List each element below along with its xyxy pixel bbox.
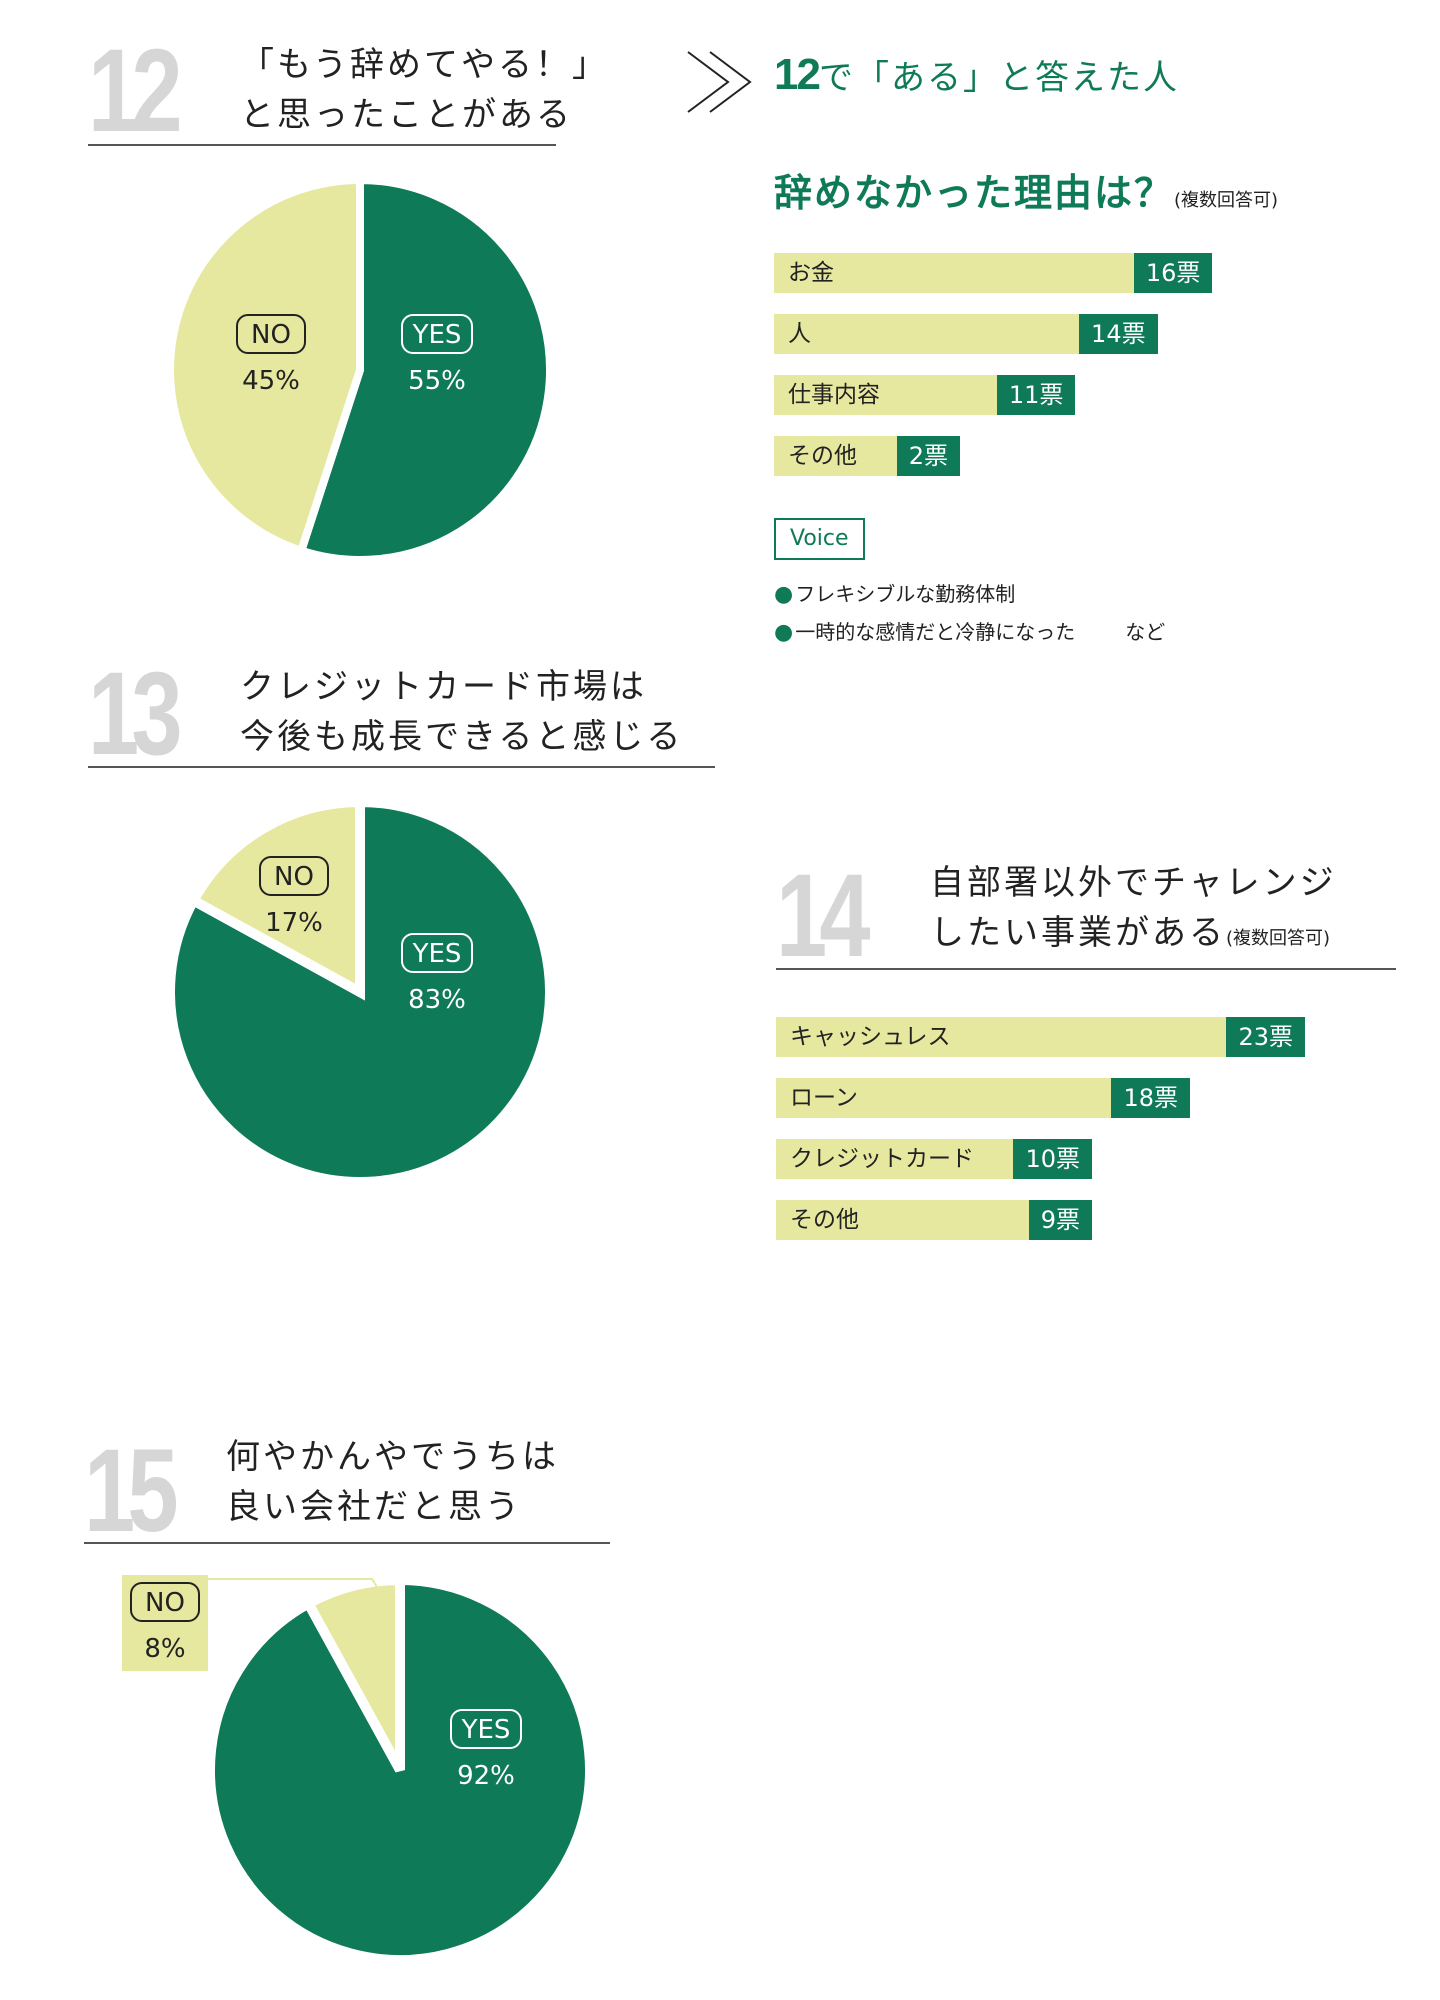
q14-title-line1: 自部署以外でチャレンジ xyxy=(930,863,1337,903)
q13-pie-chart: YES 83% NO 17% xyxy=(165,796,555,1187)
q14-number: 14 xyxy=(776,850,871,982)
q12-title: 「もう辞めてやる！」 と思ったことがある xyxy=(240,40,609,140)
no-tag: NO 8% xyxy=(130,1582,200,1664)
bullet-icon: ● xyxy=(774,620,794,645)
followup-heading-text: で「ある」と答えた人 xyxy=(818,58,1179,98)
q14-title-note: (複数回答可) xyxy=(1226,928,1331,949)
yes-label: YES xyxy=(461,1715,511,1745)
bullet-icon: ● xyxy=(774,582,794,607)
yes-value-label: 83% xyxy=(408,985,466,1015)
followup-heading-number: 12 xyxy=(774,50,821,99)
followup-question: 辞めなかった理由は？(複数回答可) xyxy=(774,162,1278,217)
bar-category-label: ローン xyxy=(790,1085,858,1111)
pie-slice-no xyxy=(186,796,365,1001)
q12-number: 12 xyxy=(88,25,183,157)
q15-rule xyxy=(84,1542,610,1544)
q12-title-line1: 「もう辞めてやる！」 xyxy=(240,45,609,85)
no-leader-line xyxy=(208,1578,383,1596)
q15-title: 何やかんやでうちは 良い会社だと思う xyxy=(226,1432,559,1532)
q13-title: クレジットカード市場は 今後も成長できると感じる xyxy=(240,662,683,762)
bar-category-label: 人 xyxy=(788,321,811,347)
yes-tag: YES 55% xyxy=(401,314,473,396)
q12-pie-chart: YES 55% NO 45% xyxy=(166,175,554,564)
bar-category-label: キャッシュレス xyxy=(790,1024,951,1050)
bar-value-label: 2票 xyxy=(896,436,960,476)
yes-value-label: 92% xyxy=(457,1761,515,1791)
q13-rule xyxy=(88,766,715,768)
yes-tag: YES 92% xyxy=(450,1709,522,1791)
bar-value-label: 10票 xyxy=(1013,1139,1092,1179)
yes-tag: YES 83% xyxy=(401,933,473,1015)
q13-title-line2: 今後も成長できると感じる xyxy=(240,717,684,757)
yes-label: YES xyxy=(412,939,462,969)
followup-heading: 12で「ある」と答えた人 xyxy=(774,50,1179,100)
bar xyxy=(776,1017,1305,1057)
no-value-label: 8% xyxy=(144,1634,185,1664)
bar-value-label: 9票 xyxy=(1028,1200,1092,1240)
yes-value-label: 55% xyxy=(408,366,466,396)
no-tag: NO 17% xyxy=(259,856,329,938)
bar-value-label: 14票 xyxy=(1079,314,1158,354)
q15-title-line2: 良い会社だと思う xyxy=(226,1487,522,1527)
bar-category-label: クレジットカード xyxy=(790,1146,974,1172)
voice-item: ● 一時的な感情だと冷静になった など xyxy=(774,616,1165,645)
q13-title-line1: クレジットカード市場は xyxy=(240,667,647,707)
voice-etc: など xyxy=(1125,620,1166,644)
q13-number: 13 xyxy=(88,648,183,780)
q14-rule xyxy=(776,968,1396,970)
q15-number: 15 xyxy=(84,1425,179,1557)
bar-category-label: お金 xyxy=(788,260,834,286)
bar-value-label: 11票 xyxy=(996,375,1076,415)
followup-question-text: 辞めなかった理由は？ xyxy=(774,171,1175,215)
no-value-label: 17% xyxy=(265,908,323,938)
no-label-box xyxy=(122,1575,208,1671)
q12-title-line2: と思ったことがある xyxy=(240,95,573,135)
q14-title-line2: したい事業がある xyxy=(930,913,1226,953)
q12-rule xyxy=(88,144,556,146)
bar-category-label: 仕事内容 xyxy=(788,382,880,408)
bar-value-label: 18票 xyxy=(1111,1078,1190,1118)
voice-item: ● フレキシブルな勤務体制 xyxy=(774,578,1015,607)
followup-question-note: (複数回答可) xyxy=(1174,190,1279,211)
voice-label: Voice xyxy=(774,518,865,560)
no-label: NO xyxy=(274,862,314,892)
q14-title: 自部署以外でチャレンジ したい事業がある(複数回答可) xyxy=(930,858,1337,964)
chevron-right-icon xyxy=(687,51,752,113)
no-value-label: 45% xyxy=(242,366,300,396)
pie-slice-no xyxy=(301,1574,405,1773)
no-label: NO xyxy=(251,320,291,350)
bar-category-label: その他 xyxy=(790,1207,859,1233)
q15-title-line1: 何やかんやでうちは xyxy=(226,1437,559,1477)
voice-item-text: フレキシブルな勤務体制 xyxy=(795,582,1016,606)
no-label: NO xyxy=(145,1588,185,1618)
voice-item-text: 一時的な感情だと冷静になった xyxy=(795,620,1076,644)
yes-label: YES xyxy=(412,320,462,350)
pie-slice-no xyxy=(166,175,364,556)
bar-category-label: その他 xyxy=(788,443,857,469)
no-tag: NO 45% xyxy=(236,314,306,396)
bar-value-label: 16票 xyxy=(1133,253,1213,293)
bar-value-label: 23票 xyxy=(1226,1017,1305,1057)
q15-pie-chart: NO 8% YES 92% xyxy=(122,1574,590,1965)
